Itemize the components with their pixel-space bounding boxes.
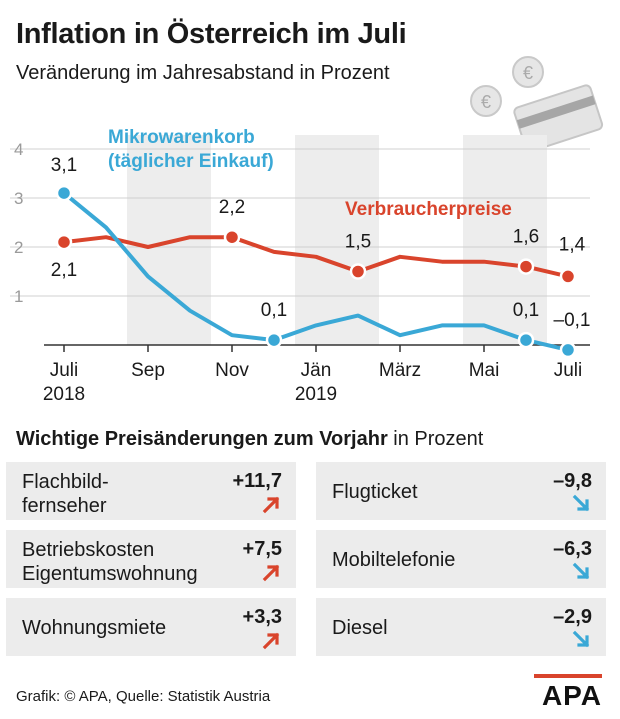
logo-accent-bar [534, 674, 602, 678]
data-label: 3,1 [51, 155, 77, 176]
arrow-up-right-icon [262, 496, 280, 514]
y-axis-ticks: 1 2 3 4 [14, 140, 23, 306]
section-title-bold: Wichtige Preisänderungen zum Vorjahr [16, 428, 388, 450]
data-point [55, 184, 73, 202]
data-point [517, 258, 535, 275]
x-tick-sublabel: 2019 [295, 384, 337, 405]
data-label: 0,1 [513, 300, 539, 321]
change-label: Mobiltelefonie [332, 549, 456, 571]
background-band [463, 135, 547, 345]
x-tick-label: Jän [301, 360, 332, 381]
section-title: Wichtige Preisänderungen zum Vorjahr in … [16, 428, 483, 451]
arrow-down-right-icon [572, 494, 590, 512]
section-title-rest: in Prozent [387, 428, 484, 450]
series-line [62, 191, 570, 352]
data-label: 2,2 [219, 197, 245, 218]
change-label-line2: Eigentumswohnung [22, 563, 198, 585]
data-label: 2,1 [51, 260, 77, 281]
arrow-up-right-icon [262, 564, 280, 582]
data-point [223, 228, 241, 246]
chart-title: Inflation in Österreich im Juli [16, 18, 407, 50]
y-tick-label: 4 [14, 140, 23, 159]
x-axis-ticks: Juli 2018 Sep Nov Jän 2019 März Mai Juli [43, 345, 582, 405]
data-label: 0,1 [261, 300, 287, 321]
change-value: –9,8 [553, 470, 592, 492]
credit-card-icon [513, 84, 604, 153]
change-label: Wohnungsmiete [22, 617, 167, 639]
change-item-diesel: Diesel –2,9 [316, 598, 606, 656]
data-labels: 2,1 2,2 1,5 1,6 1,4 3,1 0,1 0,1 –0,1 [51, 155, 591, 331]
change-value: –6,3 [553, 538, 592, 560]
euro-coin-icon: € [470, 85, 502, 117]
y-tick-label: 2 [14, 238, 23, 257]
arrow-down-right-icon [572, 630, 590, 648]
apa-logo: APA [541, 680, 602, 711]
data-point [265, 331, 283, 349]
change-item-flugticket: Flugticket –9,8 [316, 462, 606, 520]
euro-coin-icon: € [512, 56, 544, 88]
change-label: Flugticket [332, 481, 418, 503]
x-tick-label: Nov [215, 360, 249, 381]
arrow-down-right-icon [572, 562, 590, 580]
y-tick-label: 3 [14, 189, 23, 208]
x-tick-label: Sep [131, 360, 165, 381]
change-value: +11,7 [232, 470, 282, 492]
change-label-line1: Flachbild- [22, 471, 109, 493]
data-label: 1,5 [345, 232, 371, 253]
x-tick-label: Mai [469, 360, 500, 381]
y-tick-label: 1 [14, 287, 23, 306]
series-line [62, 235, 570, 279]
change-item-mobiltelefonie: Mobiltelefonie –6,3 [316, 530, 606, 588]
change-value: +7,5 [242, 538, 282, 560]
arrow-up-right-icon [262, 632, 280, 650]
chart-subtitle: Veränderung im Jahresabstand in Prozent [16, 62, 390, 84]
legend-mikrowarenkorb-line1: Mikrowarenkorb [108, 127, 255, 148]
change-value: –2,9 [553, 606, 592, 628]
background-band [295, 135, 379, 345]
data-label: 1,6 [513, 227, 539, 248]
change-label: Betriebskosten Eigentumswohnung [22, 538, 222, 586]
data-point [349, 263, 367, 280]
x-tick-label: Juli [554, 360, 583, 381]
data-point [559, 341, 577, 359]
chart-gridlines [10, 148, 590, 297]
chart-background-bands [127, 135, 547, 345]
x-tick-sublabel: 2018 [43, 384, 85, 405]
change-value: +3,3 [242, 606, 282, 628]
change-label: Flachbild- fernseher [22, 470, 222, 518]
data-point [517, 331, 535, 349]
change-item-flachbildfernseher: Flachbild- fernseher +11,7 [6, 462, 296, 520]
data-point [55, 233, 73, 251]
change-label-line2: fernseher [22, 495, 107, 517]
change-label-line1: Betriebskosten [22, 539, 155, 561]
data-label: 1,4 [559, 234, 586, 255]
background-band [127, 135, 211, 345]
x-tick-label: März [379, 360, 421, 381]
svg-text:€: € [523, 63, 533, 83]
data-label: –0,1 [554, 310, 591, 331]
legend-mikrowarenkorb-line2: (täglicher Einkauf) [108, 151, 274, 172]
change-item-wohnungsmiete: Wohnungsmiete +3,3 [6, 598, 296, 656]
chart-series [55, 184, 577, 359]
source-note: Grafik: © APA, Quelle: Statistik Austria [16, 688, 271, 705]
svg-text:€: € [481, 92, 491, 112]
x-tick-label: Juli [50, 360, 79, 381]
change-label: Diesel [332, 617, 388, 639]
data-point [559, 268, 577, 285]
legend-verbraucherpreise: Verbraucherpreise [345, 199, 512, 220]
change-item-betriebskosten: Betriebskosten Eigentumswohnung +7,5 [6, 530, 296, 588]
